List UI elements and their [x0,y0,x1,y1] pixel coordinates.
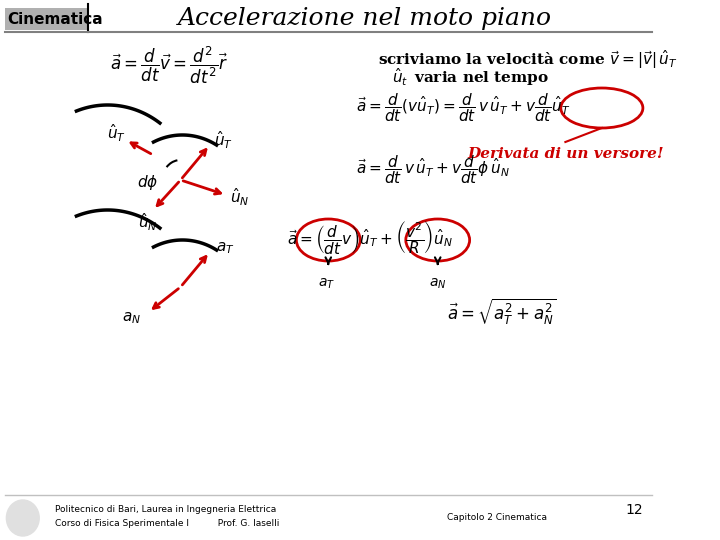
FancyBboxPatch shape [4,8,89,30]
Text: Cinematica: Cinematica [7,11,103,26]
Text: $\hat{u}_N$: $\hat{u}_N$ [230,186,249,208]
Text: Corso di Fisica Sperimentale I          Prof. G. Iaselli: Corso di Fisica Sperimentale I Prof. G. … [55,519,279,529]
Text: $\vec{a} = \dfrac{d}{dt}(v\hat{u}_T) = \dfrac{d}{dt}\,v\,\hat{u}_T + v\dfrac{d}{: $\vec{a} = \dfrac{d}{dt}(v\hat{u}_T) = \… [356,92,570,124]
Text: $\hat{u}_N$: $\hat{u}_N$ [138,211,158,233]
Text: scriviamo la velocità come $\vec{v} = |\vec{v}|\,\hat{u}_T$: scriviamo la velocità come $\vec{v} = |\… [379,49,678,71]
Text: Accelerazione nel moto piano: Accelerazione nel moto piano [178,8,552,30]
Text: $a_N$: $a_N$ [122,310,141,326]
Text: $a_N$: $a_N$ [429,277,446,292]
Text: $\vec{a} = \dfrac{d}{dt}\,v\,\hat{u}_T + v\dfrac{d}{dt}\phi\,\hat{u}_N$: $\vec{a} = \dfrac{d}{dt}\,v\,\hat{u}_T +… [356,153,509,186]
Text: $a_T$: $a_T$ [216,240,235,256]
Text: $\vec{a} = \left(\dfrac{d}{dt}v\right)\hat{u}_T + \left(\dfrac{v^2}{R}\right)\ha: $\vec{a} = \left(\dfrac{d}{dt}v\right)\h… [287,219,454,256]
Circle shape [6,500,39,536]
Text: Politecnico di Bari, Laurea in Ingegneria Elettrica: Politecnico di Bari, Laurea in Ingegneri… [55,505,276,515]
Text: Capitolo 2 Cinematica: Capitolo 2 Cinematica [447,512,546,522]
Text: $\hat{u}_t\,$ varia nel tempo: $\hat{u}_t\,$ varia nel tempo [392,66,549,88]
Text: 12: 12 [625,503,643,517]
Text: Derivata di un versore!: Derivata di un versore! [467,147,664,161]
Text: $\hat{u}_T$: $\hat{u}_T$ [215,129,233,151]
Text: $\vec{a} = \sqrt{a_T^2 + a_N^2}$: $\vec{a} = \sqrt{a_T^2 + a_N^2}$ [447,297,557,327]
Text: $\hat{u}_T$: $\hat{u}_T$ [107,122,126,144]
Text: $\vec{a} = \dfrac{d}{dt}\vec{v} = \dfrac{d^2}{dt^2}\vec{r}$: $\vec{a} = \dfrac{d}{dt}\vec{v} = \dfrac… [109,44,228,86]
Text: $a_T$: $a_T$ [318,277,335,292]
Text: $d\phi$: $d\phi$ [137,172,158,192]
